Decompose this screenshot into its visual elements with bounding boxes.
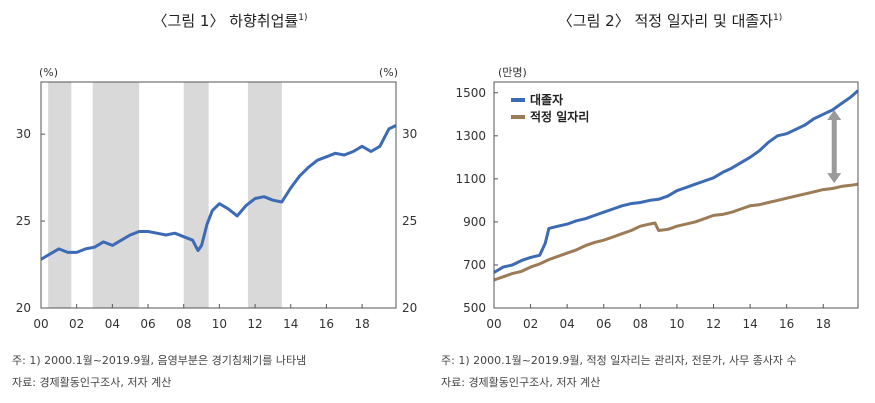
- chart1-recession-band-3: [247, 82, 282, 308]
- chart2-ytick-2: 900: [463, 215, 486, 229]
- chart2-ytick-4: 1300: [455, 129, 486, 143]
- chart2-xtick-7: 14: [742, 317, 757, 331]
- chart2-title: 〈그림 2〉 적정 일자리 및 대졸자1): [505, 10, 835, 31]
- chart2-line-1: [493, 182, 859, 282]
- chart2-ytick-3: 1100: [455, 172, 486, 186]
- chart2-title-footnote: 1): [772, 13, 783, 23]
- chart1-xtick-1: 02: [69, 317, 84, 331]
- chart2-xtick-2: 04: [560, 317, 575, 331]
- chart1-ytick-right-1: 25: [402, 214, 417, 228]
- chart1-note: 주: 1) 2000.1월~2019.9월, 음영부분은 경기침체기를 나타냄: [12, 354, 307, 367]
- chart2-ytick-1: 700: [463, 258, 486, 272]
- chart1-y-unit-right: (%): [379, 66, 398, 79]
- chart2-xtick-6: 12: [706, 317, 721, 331]
- chart1-y-unit-left: (%): [39, 66, 58, 79]
- chart1-ytick-right-0: 20: [402, 301, 417, 315]
- chart2-xtick-1: 02: [523, 317, 538, 331]
- chart2-xtick-0: 00: [486, 317, 501, 331]
- chart2-xtick-4: 08: [633, 317, 648, 331]
- chart1-xtick-5: 10: [212, 317, 227, 331]
- chart1-ytick-left-1: 25: [16, 214, 31, 228]
- chart2-y-unit: (만명): [498, 66, 527, 79]
- chart2-note: 주: 1) 2000.1월~2019.9월, 적정 일자리는 관리자, 전문가,…: [441, 354, 797, 367]
- chart1-recession-band-0: [48, 82, 72, 308]
- chart1-ytick-left-2: 30: [16, 127, 31, 141]
- chart1-xtick-9: 18: [354, 317, 369, 331]
- chart2-gap-arrow-head-down: [827, 173, 842, 184]
- chart1-xtick-2: 04: [105, 317, 120, 331]
- chart2-source: 자료: 경제활동인구조사, 저자 계산: [441, 376, 601, 389]
- chart1-frame: [40, 81, 397, 309]
- chart1-xtick-0: 00: [33, 317, 48, 331]
- chart2-xtick-8: 16: [779, 317, 794, 331]
- chart2-frame: [493, 81, 859, 309]
- chart2-line-0: [493, 89, 859, 274]
- chart1-xtick-8: 16: [319, 317, 334, 331]
- chart1-xtick-7: 14: [283, 317, 298, 331]
- chart1-xtick-6: 12: [247, 317, 262, 331]
- chart1-ytick-right-2: 30: [402, 127, 417, 141]
- chart2-gap-arrow-head-up: [827, 109, 842, 120]
- chart1-title: 〈그림 1〉 하향취업률1): [60, 10, 400, 31]
- chart1-xtick-4: 08: [176, 317, 191, 331]
- chart1-line: [40, 124, 397, 261]
- chart2-legend-label-1: 적정 일자리: [530, 109, 589, 124]
- chart2-ytick-0: 500: [463, 301, 486, 315]
- chart1-recession-band-2: [183, 82, 209, 308]
- chart2-ytick-5: 1500: [455, 86, 486, 100]
- chart1-xtick-3: 06: [140, 317, 155, 331]
- chart2-xtick-5: 10: [669, 317, 684, 331]
- chart1-ytick-left-0: 20: [16, 301, 31, 315]
- chart1-title-text: 〈그림 1〉 하향취업률: [152, 12, 299, 30]
- chart2-xtick-3: 06: [596, 317, 611, 331]
- chart1-source: 자료: 경제활동인구조사, 저자 계산: [12, 376, 172, 389]
- chart1-title-footnote: 1): [298, 13, 308, 23]
- chart1-recession-band-1: [92, 82, 140, 308]
- chart2-xtick-9: 18: [816, 317, 831, 331]
- chart2-title-text: 〈그림 2〉 적정 일자리 및 대졸자: [557, 12, 773, 30]
- chart2-legend-label-0: 대졸자: [530, 92, 563, 107]
